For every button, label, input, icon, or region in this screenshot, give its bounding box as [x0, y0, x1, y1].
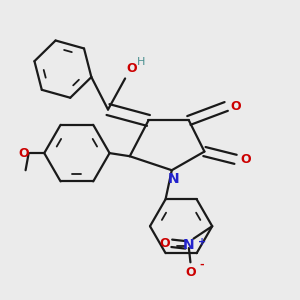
Text: O: O: [159, 237, 169, 250]
Text: H: H: [137, 57, 145, 67]
Text: O: O: [185, 266, 196, 279]
Text: O: O: [18, 147, 29, 160]
Text: -: -: [199, 260, 204, 269]
Text: O: O: [240, 153, 251, 166]
Text: N: N: [167, 172, 179, 186]
Text: O: O: [231, 100, 242, 113]
Text: +: +: [198, 237, 206, 247]
Text: O: O: [127, 62, 137, 75]
Text: N: N: [183, 238, 195, 252]
